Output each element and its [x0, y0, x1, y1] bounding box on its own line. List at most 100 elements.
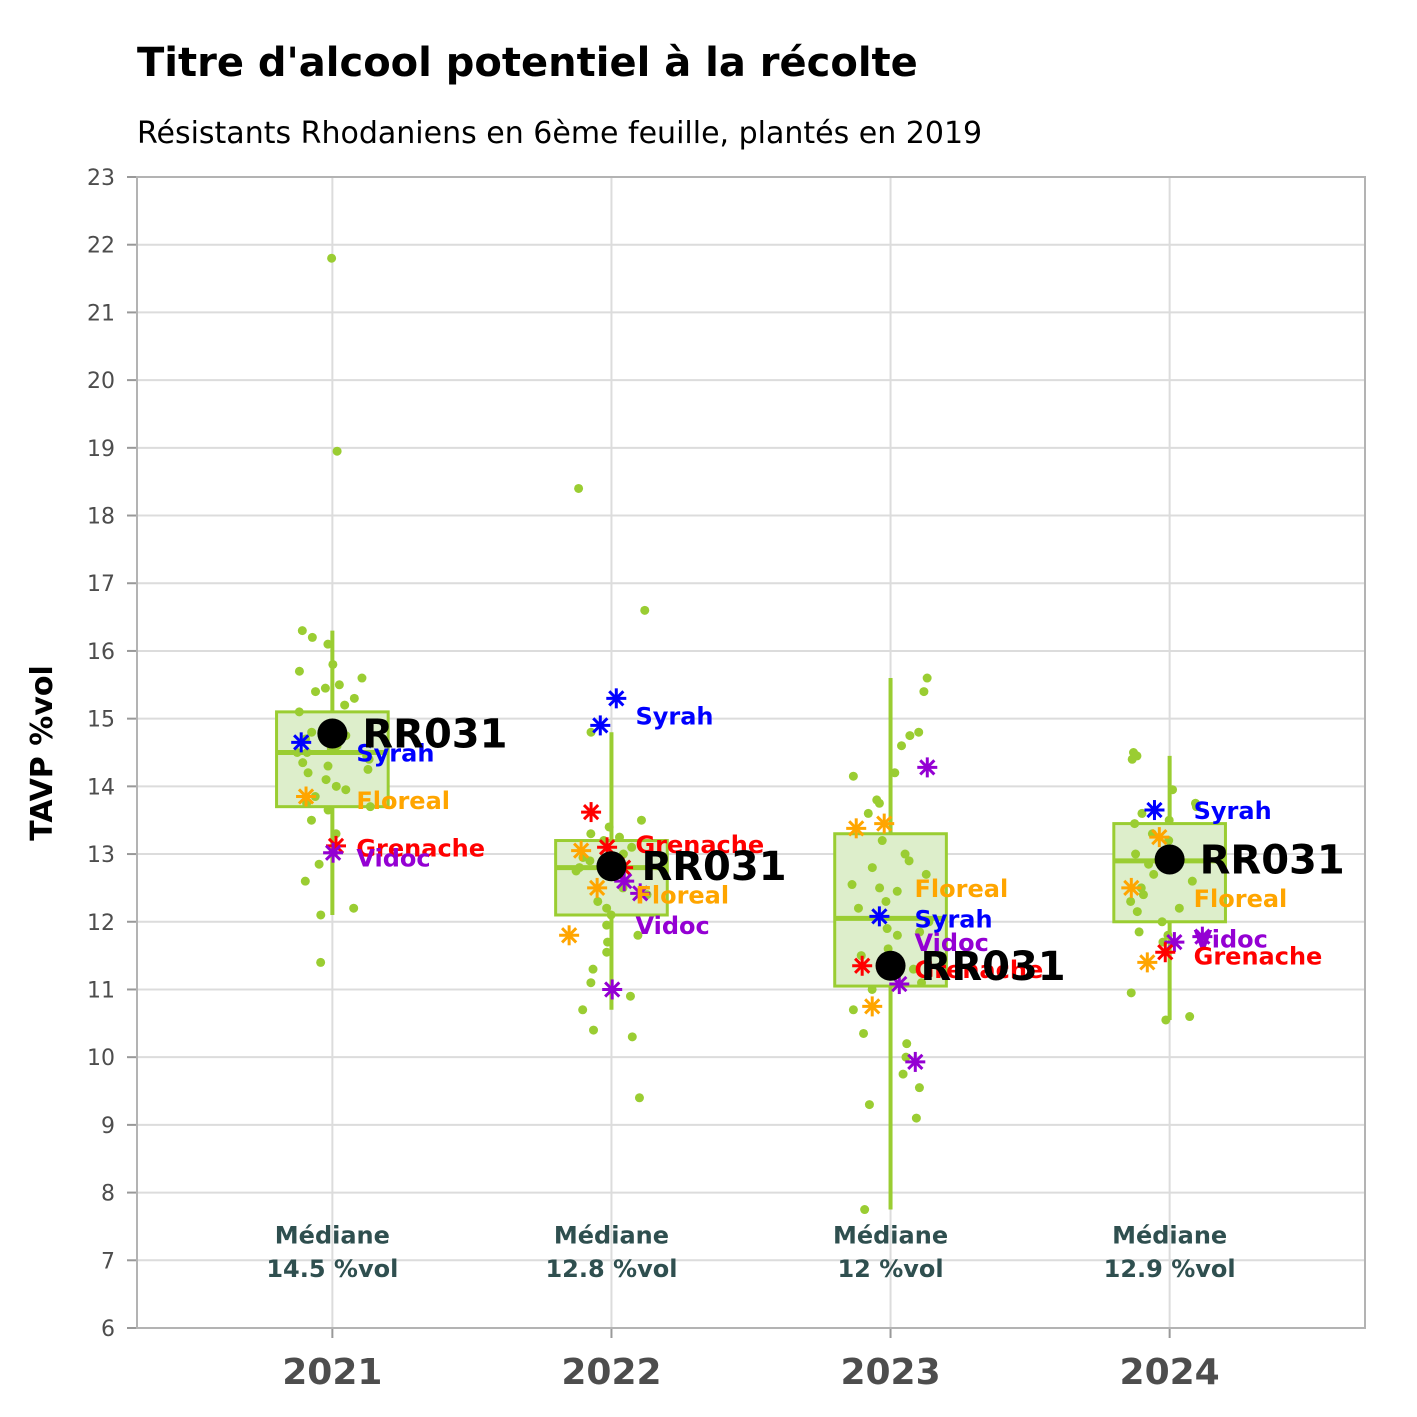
y-tick-label: 16	[87, 640, 115, 665]
reference-marker	[581, 802, 602, 823]
jitter-point	[636, 815, 646, 825]
reference-marker	[602, 979, 623, 1000]
reference-label: Floreal	[356, 787, 450, 815]
median-note-title: Médiane	[275, 1221, 390, 1249]
rr031-point	[875, 950, 906, 981]
jitter-point	[1149, 869, 1159, 879]
jitter-point	[921, 869, 931, 879]
reference-marker	[1192, 926, 1213, 947]
jitter-point	[297, 626, 307, 636]
jitter-point	[1157, 917, 1167, 927]
jitter-point	[914, 727, 924, 737]
jitter-point	[341, 785, 351, 795]
jitter-point	[604, 822, 614, 832]
jitter-point	[334, 680, 344, 690]
jitter-point	[363, 764, 373, 774]
jitter-point	[300, 876, 310, 886]
y-tick-label: 7	[101, 1249, 115, 1274]
reference-label: Grenache	[356, 834, 485, 862]
y-tick-label: 9	[101, 1114, 115, 1139]
jitter-point	[863, 808, 873, 818]
jitter-point	[349, 693, 359, 703]
jitter-point	[316, 910, 326, 920]
y-tick-label: 18	[87, 505, 115, 530]
jitter-point	[586, 727, 596, 737]
jitter-point	[1144, 859, 1154, 869]
x-tick-label: 2024	[1120, 1352, 1220, 1393]
jitter-point	[602, 947, 612, 957]
jitter-point	[320, 683, 330, 693]
reference-label: Floreal	[915, 875, 1009, 903]
jitter-point	[877, 836, 887, 846]
reference-marker	[606, 688, 627, 709]
jitter-point	[924, 917, 934, 927]
reference-marker	[1155, 942, 1176, 963]
reference-label: Syrah	[356, 740, 434, 768]
jitter-point	[327, 253, 337, 263]
jitter-point	[848, 771, 858, 781]
reference-marker	[630, 883, 651, 904]
jitter-point	[585, 856, 595, 866]
jitter-point	[340, 700, 350, 710]
jitter-point	[314, 859, 324, 869]
jitter-point	[589, 1025, 599, 1035]
reference-label: Vidoc	[1194, 926, 1268, 954]
jitter-point	[586, 829, 596, 839]
jitter-point	[603, 937, 613, 947]
jitter-point	[331, 781, 341, 791]
plot-border	[136, 176, 1366, 1329]
jitter-point	[627, 1032, 637, 1042]
reference-marker	[296, 786, 317, 807]
jitter-point	[349, 903, 359, 913]
jitter-point	[1127, 754, 1137, 764]
jitter-point	[1130, 819, 1140, 829]
y-tick-label: 13	[87, 843, 115, 868]
jitter-point	[578, 1005, 588, 1015]
jitter-point	[1131, 849, 1141, 859]
median-note-value: 12.8 %vol	[545, 1255, 677, 1283]
jitter-point	[307, 632, 317, 642]
jitter-point	[323, 805, 333, 815]
jitter-point	[853, 903, 863, 913]
jitter-point	[634, 1093, 644, 1103]
x-tick-label: 2022	[561, 1352, 661, 1393]
reference-marker	[852, 955, 873, 976]
jitter-point	[1168, 785, 1178, 795]
jitter-point	[1126, 988, 1136, 998]
rr031-label: RR031	[1200, 837, 1345, 883]
jitter-point	[298, 758, 308, 768]
y-tick-label: 12	[87, 911, 115, 936]
reference-marker	[323, 842, 344, 863]
reference-label: Vidoc	[356, 844, 430, 872]
jitter-point	[311, 687, 321, 697]
reference-label: Syrah	[915, 905, 993, 933]
reference-label: Vidoc	[635, 912, 709, 940]
y-tick-label: 20	[87, 369, 115, 394]
reference-label: Grenache	[1194, 943, 1323, 971]
jitter-point	[1161, 1015, 1171, 1025]
jitter-point	[633, 930, 643, 940]
jitter-point	[323, 761, 333, 771]
reference-marker	[590, 715, 611, 736]
jitter-point	[292, 748, 302, 757]
reference-marker	[571, 840, 592, 861]
jitter-point	[1138, 890, 1148, 900]
jitter-point	[1137, 808, 1147, 818]
jitter-point	[1132, 907, 1142, 917]
jitter-point	[640, 605, 650, 615]
jitter-point	[915, 927, 925, 937]
median-note-title: Médiane	[833, 1221, 948, 1249]
jitter-point	[606, 910, 616, 920]
jitter-point	[303, 768, 313, 778]
jitter-point	[848, 1005, 858, 1015]
jitter-point	[919, 687, 929, 697]
reference-marker	[1137, 952, 1158, 973]
jitter-point	[625, 991, 635, 1001]
jitter-point	[602, 920, 612, 930]
y-tick-label: 19	[87, 437, 115, 462]
y-tick-label: 17	[87, 572, 115, 597]
reference-label: Floreal	[635, 882, 729, 910]
jitter-point	[898, 1069, 908, 1079]
y-tick-label: 6	[101, 1317, 115, 1342]
